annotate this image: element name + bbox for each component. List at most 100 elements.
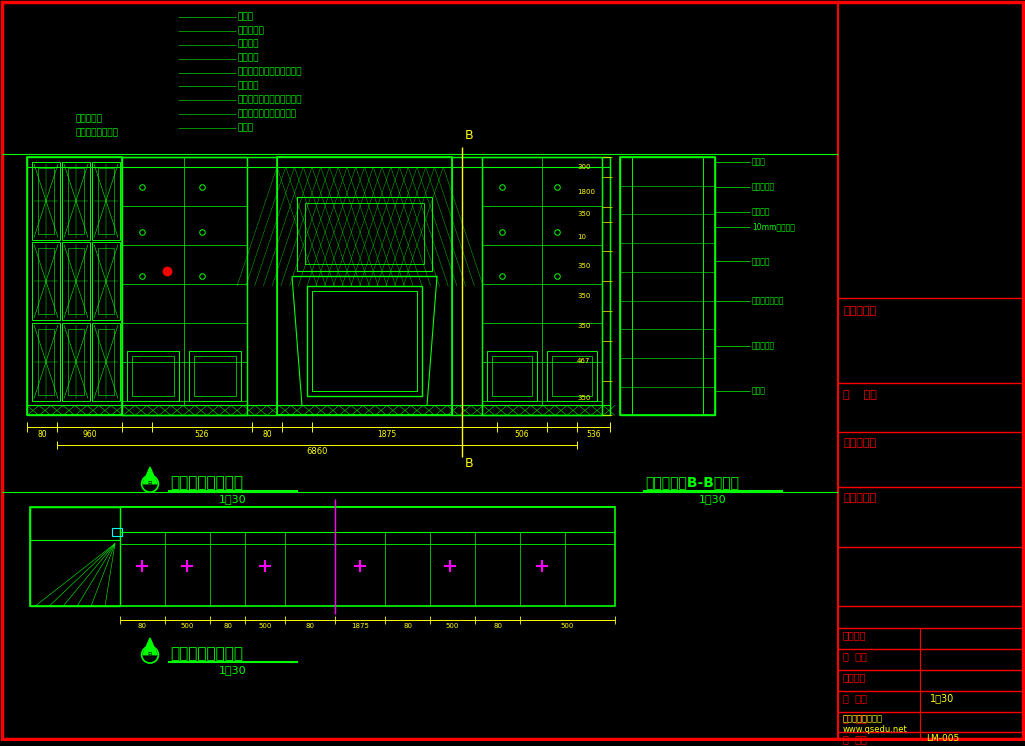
Text: www.qsedu.net: www.qsedu.net — [843, 726, 908, 735]
Text: B: B — [148, 652, 153, 658]
Text: 施工图：: 施工图： — [843, 672, 866, 682]
Bar — [194, 356, 236, 395]
Bar — [92, 242, 120, 320]
Text: 6860: 6860 — [306, 447, 328, 457]
Text: 350: 350 — [577, 211, 590, 217]
Text: 白色柜门上贴实木线条扣白: 白色柜门上贴实木线条扣白 — [238, 95, 302, 104]
Text: 350: 350 — [577, 293, 590, 299]
Bar — [30, 507, 615, 606]
Bar — [92, 162, 120, 239]
Text: 餐厅酒水柜平面图: 餐厅酒水柜平面图 — [170, 646, 243, 661]
Text: 实木雕花外贴清板: 实木雕花外贴清板 — [75, 128, 118, 137]
Text: 350: 350 — [577, 323, 590, 329]
Text: 1800: 1800 — [577, 189, 594, 195]
Bar — [602, 157, 610, 416]
Bar — [308, 286, 422, 395]
Bar — [32, 323, 60, 401]
Text: 审  核：: 审 核： — [843, 651, 867, 661]
Bar — [247, 157, 277, 416]
Bar — [27, 157, 122, 416]
Bar — [38, 248, 54, 314]
Bar — [132, 356, 174, 395]
Bar — [38, 329, 54, 395]
Text: 80: 80 — [403, 623, 412, 629]
Bar — [122, 157, 247, 416]
Bar — [62, 162, 90, 239]
Text: 80: 80 — [305, 623, 315, 629]
Bar — [68, 329, 84, 395]
Text: 内贴墙纸: 内贴墙纸 — [238, 40, 259, 48]
Text: 1：30: 1：30 — [219, 665, 247, 675]
Text: B: B — [465, 457, 474, 470]
Text: 木线条扣白: 木线条扣白 — [238, 26, 264, 35]
Text: 80: 80 — [138, 623, 147, 629]
Text: 玻璃厂板: 玻璃厂板 — [238, 54, 259, 63]
Text: 506: 506 — [515, 430, 529, 439]
Text: 10mm玻璃厂板: 10mm玻璃厂板 — [752, 222, 794, 231]
Text: 台面扣白: 台面扣白 — [752, 257, 771, 266]
Bar — [62, 242, 90, 320]
Text: 木线条扣白: 木线条扣白 — [752, 342, 775, 351]
Bar — [30, 507, 120, 539]
Text: 500: 500 — [561, 623, 574, 629]
Text: 地台位: 地台位 — [752, 386, 766, 395]
Text: 业    主：: 业 主： — [843, 389, 876, 400]
Text: 大理石壁炉（业主自购）: 大理石壁炉（业主自购） — [238, 110, 297, 119]
Bar — [62, 323, 90, 401]
Text: 1875: 1875 — [351, 623, 369, 629]
Bar — [27, 157, 610, 416]
Text: 地台位: 地台位 — [238, 123, 254, 132]
Bar — [620, 157, 715, 416]
Bar — [98, 329, 114, 395]
Bar — [487, 351, 537, 401]
Text: 餐厅酒水柜B-B剖面图: 餐厅酒水柜B-B剖面图 — [645, 475, 739, 489]
Text: B: B — [465, 129, 474, 142]
Bar — [30, 507, 120, 606]
Bar — [98, 168, 114, 233]
Text: 图  号：: 图 号： — [843, 734, 867, 745]
Text: 500: 500 — [446, 623, 459, 629]
Text: 内贴墙纸: 内贴墙纸 — [752, 207, 771, 216]
Bar — [305, 203, 424, 264]
Text: LM-005: LM-005 — [926, 734, 959, 744]
Bar — [112, 527, 122, 536]
Bar — [92, 323, 120, 401]
Bar — [98, 248, 114, 314]
Bar — [547, 351, 597, 401]
Text: 526: 526 — [195, 430, 209, 439]
Text: 1：30: 1：30 — [699, 494, 727, 504]
Bar — [277, 157, 452, 416]
Bar — [297, 197, 432, 272]
Bar — [189, 351, 241, 401]
Text: 300: 300 — [577, 164, 590, 170]
Bar — [312, 291, 417, 391]
Text: 木线条扣白: 木线条扣白 — [75, 114, 101, 123]
Text: 设计说明：: 设计说明： — [843, 493, 876, 503]
Text: 536: 536 — [586, 430, 601, 439]
Text: B: B — [148, 480, 153, 487]
Text: 80: 80 — [493, 623, 502, 629]
Bar — [492, 356, 532, 395]
Text: 960: 960 — [82, 430, 96, 439]
Text: 内贴白色防火板: 内贴白色防火板 — [752, 297, 784, 306]
Text: 80: 80 — [223, 623, 232, 629]
Text: 10: 10 — [577, 233, 586, 239]
Text: 467: 467 — [577, 358, 590, 364]
Bar — [620, 157, 715, 416]
Bar — [452, 157, 482, 416]
Text: 齐生设计职业学校: 齐生设计职业学校 — [843, 715, 883, 724]
Bar — [127, 351, 179, 401]
Bar — [32, 242, 60, 320]
Text: 350: 350 — [577, 395, 590, 401]
Text: 天花层: 天花层 — [752, 157, 766, 166]
Text: 原墙贴艺术砖（业主自购）: 原墙贴艺术砖（业主自购） — [238, 68, 302, 77]
Bar — [32, 162, 60, 239]
Text: 木线条扣白: 木线条扣白 — [752, 182, 775, 191]
Text: 1：30: 1：30 — [219, 494, 247, 504]
Text: 图纸说明：: 图纸说明： — [843, 438, 876, 448]
Text: 500: 500 — [180, 623, 194, 629]
Bar — [68, 248, 84, 314]
Polygon shape — [142, 638, 157, 655]
Bar — [68, 168, 84, 233]
Text: 日  期：: 日 期： — [843, 714, 867, 724]
